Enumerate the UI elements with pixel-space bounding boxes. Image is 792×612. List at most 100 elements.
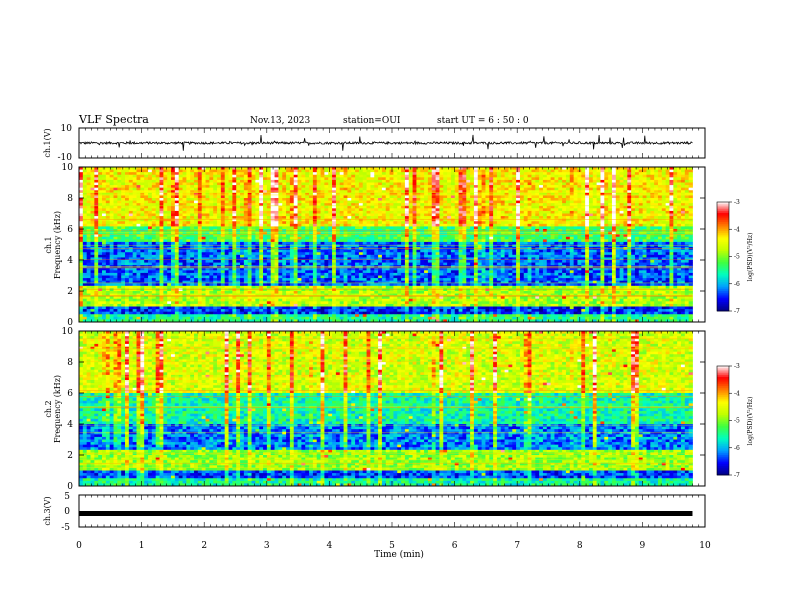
spectrogram-cell — [600, 221, 605, 225]
spectrogram-cell — [654, 208, 659, 212]
spectrogram-cell — [178, 239, 183, 243]
spectrogram-cell — [228, 226, 233, 230]
spectrogram-cell — [240, 210, 245, 214]
spectrogram-cell — [121, 208, 126, 212]
spectrogram-cell — [443, 167, 448, 170]
spectrogram-cell — [228, 236, 233, 240]
spectrogram-cell — [259, 210, 264, 214]
date-label: Nov.13, 2023 — [250, 116, 311, 126]
spectrogram-cell — [224, 172, 229, 176]
spectrogram-cell — [190, 226, 195, 230]
spectrogram-cell — [539, 234, 544, 238]
spectrogram-cell — [117, 203, 122, 207]
spectrogram-cell — [220, 223, 226, 227]
spectrogram-cell — [174, 223, 180, 227]
spectrogram-cell — [217, 167, 222, 170]
spectrogram-cell — [661, 182, 667, 186]
spectrogram-cell — [151, 210, 157, 214]
spectrogram-cell — [343, 223, 348, 227]
spectrogram-cell — [385, 208, 390, 212]
spectrogram-cell — [251, 169, 256, 173]
spectrogram-cell — [378, 200, 383, 204]
spectrogram-cell — [458, 195, 463, 199]
spectrogram-cell — [581, 185, 586, 189]
spectrogram-cell — [381, 185, 387, 189]
spectrogram-cell — [470, 223, 475, 227]
spectrogram-cell — [255, 200, 260, 204]
spectrogram-cell — [619, 167, 624, 170]
spectrogram-cell — [167, 223, 172, 227]
spectrogram-cell — [408, 216, 413, 220]
spectrogram-cell — [389, 223, 394, 227]
spectrogram-cell — [209, 190, 214, 194]
spectrogram-cell — [163, 226, 168, 230]
spectrogram-cell — [677, 221, 682, 225]
spectrogram-cell — [454, 185, 459, 189]
spectrogram-cell — [289, 182, 295, 186]
spectrogram-cell — [293, 226, 298, 230]
spectrogram-cell — [255, 174, 260, 178]
spectrogram-cell — [270, 190, 275, 194]
spectrogram-cell — [190, 244, 195, 248]
spectrogram-cell — [351, 241, 356, 245]
spectrogram-cell — [274, 185, 279, 189]
spectrogram-cell — [102, 182, 107, 186]
spectrogram-cell — [102, 185, 107, 189]
spectrogram-cell — [274, 244, 279, 248]
spectrogram-cell — [171, 223, 176, 227]
spectrogram-cell — [661, 216, 667, 220]
spectrogram-cell — [424, 213, 429, 217]
spectrogram-cell — [504, 205, 509, 209]
spectrogram-cell — [558, 187, 563, 191]
spectrogram-cell — [481, 208, 486, 212]
spectrogram-cell — [631, 241, 636, 245]
spectrogram-cell — [167, 218, 172, 222]
spectrogram-cell — [381, 190, 387, 194]
spectrogram-cell — [220, 236, 226, 240]
spectrogram-cell — [447, 241, 452, 245]
spectrogram-cell — [347, 167, 352, 170]
spectrogram-cell — [117, 190, 122, 194]
spectrogram-cell — [531, 221, 536, 225]
spectrogram-cell — [458, 236, 463, 240]
spectrogram-cell — [665, 216, 670, 220]
spectrogram-cell — [186, 229, 191, 232]
spectrogram-cell — [220, 218, 226, 222]
spectrogram-cell — [82, 221, 88, 225]
spectrogram-cell — [385, 192, 390, 196]
spectrogram-cell — [546, 218, 552, 222]
spectrogram-cell — [657, 244, 663, 248]
spectrogram-cell — [121, 229, 126, 232]
spectrogram-cell — [569, 223, 575, 227]
spectrogram-cell — [477, 200, 482, 204]
spectrogram-cell — [182, 210, 187, 214]
spectrogram-cell — [458, 172, 463, 176]
spectrogram-cell — [604, 210, 609, 214]
spectrogram-cell — [412, 172, 417, 176]
spectrogram-cell — [228, 244, 233, 248]
spectrogram-cell — [604, 226, 609, 230]
spectrogram-cell — [604, 198, 609, 201]
spectrogram-cell — [385, 190, 390, 194]
spectrogram-cell — [190, 169, 195, 173]
spectrogram-cell — [263, 218, 268, 222]
spectrogram-cell — [424, 177, 429, 181]
spectrogram-cell — [542, 239, 548, 243]
spectrogram-cell — [439, 187, 444, 191]
spectrogram-cell — [347, 244, 352, 248]
spectrogram-cell — [477, 205, 482, 209]
spectrogram-cell — [167, 174, 172, 178]
spectrogram-cell — [159, 239, 164, 243]
spectrogram-cell — [627, 182, 632, 186]
spectrogram-cell — [366, 226, 371, 230]
spectrogram-cell — [542, 192, 548, 196]
spectrogram-cell — [155, 223, 160, 227]
spectrogram-cell — [550, 182, 555, 186]
spectrogram-cell — [128, 208, 134, 212]
spectrogram-cell — [224, 210, 229, 214]
spectrogram-cell — [159, 200, 164, 204]
spectrogram-cell — [94, 174, 99, 178]
spectrogram-cell — [569, 203, 575, 207]
spectrogram-cell — [454, 221, 459, 225]
spectrogram-cell — [236, 179, 241, 183]
